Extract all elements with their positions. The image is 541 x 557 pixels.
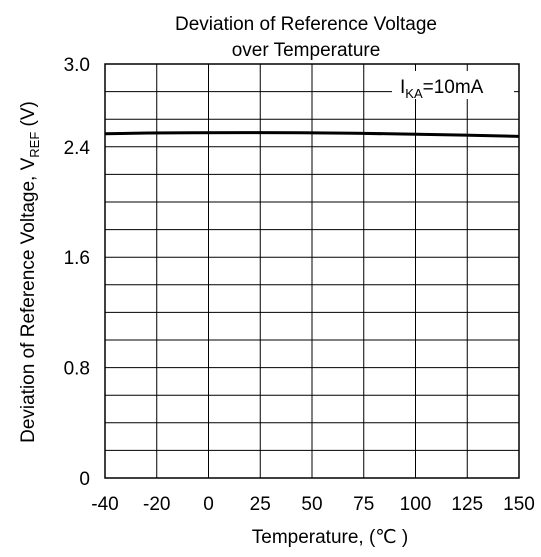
y-axis-label: Deviation of Reference Voltage, VREF (V) — [18, 101, 42, 443]
chart-title-line-2: over Temperature — [232, 40, 381, 61]
plot-frame — [104, 63, 520, 479]
chart-title-line-1: Deviation of Reference Voltage — [175, 14, 437, 35]
x-tick-label: -40 — [91, 494, 118, 515]
x-tick-label: 0 — [203, 494, 214, 515]
grid — [105, 64, 519, 478]
x-tick-label: 125 — [451, 494, 483, 515]
x-tick-label: 75 — [353, 494, 374, 515]
y-tick-label: 0.8 — [64, 359, 90, 380]
x-tick-label: -20 — [143, 494, 170, 515]
annotation-value: =10mA — [423, 77, 484, 98]
current-annotation: IKA=10mA — [392, 71, 514, 101]
annotation-symbol: I — [400, 77, 405, 98]
x-axis-label: Temperature, (℃ ) — [252, 527, 409, 548]
y-tick-label: 3.0 — [64, 55, 90, 76]
series-line — [104, 131, 520, 138]
x-tick-label: 100 — [400, 494, 432, 515]
annotation-text: IKA=10mA — [400, 77, 484, 101]
y-tick-label: 2.4 — [64, 138, 91, 159]
x-tick-label: 150 — [503, 494, 535, 515]
annotation-subscript: KA — [405, 86, 423, 101]
x-tick-label: 25 — [250, 494, 271, 515]
y-tick-label: 0 — [79, 469, 90, 490]
annotation-background — [392, 71, 514, 99]
y-axis-label-unit: (V) — [18, 101, 39, 132]
series-layer — [104, 131, 520, 138]
y-tick-labels: 0 0.8 1.6 2.4 3.0 — [64, 55, 91, 490]
y-axis-label-main: Deviation of Reference Voltage, V — [18, 157, 39, 443]
y-axis-label-subscript: REF — [27, 132, 42, 158]
x-tick-label: 50 — [301, 494, 322, 515]
y-tick-label: 1.6 — [64, 248, 90, 269]
x-tick-labels: -40 -20 0 25 50 75 100 125 150 — [91, 494, 535, 515]
